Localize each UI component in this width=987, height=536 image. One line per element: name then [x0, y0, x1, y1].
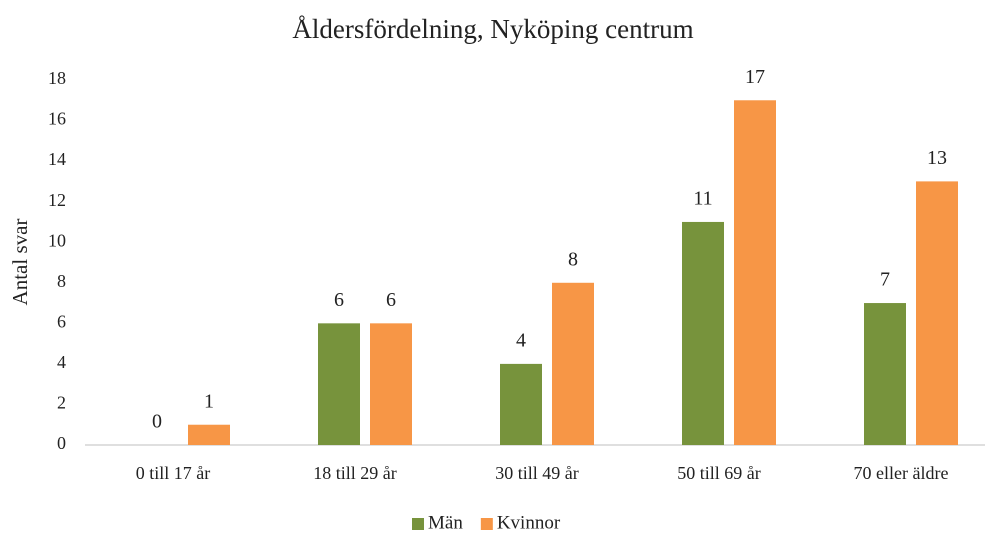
chart-title: Åldersfördelning, Nyköping centrum	[292, 14, 693, 44]
bar	[916, 181, 958, 445]
y-tick-label: 0	[57, 433, 66, 453]
data-label: 1	[204, 390, 214, 412]
y-tick-label: 10	[48, 230, 66, 250]
data-label: 7	[880, 269, 890, 291]
bar	[552, 282, 594, 445]
y-tick-label: 18	[48, 68, 66, 88]
data-label: 6	[386, 289, 396, 311]
y-tick-label: 12	[48, 190, 66, 210]
data-label: 6	[334, 289, 344, 311]
data-label: 8	[568, 248, 578, 270]
x-tick-label: 50 till 69 år	[677, 463, 761, 483]
y-tick-label: 16	[48, 109, 66, 129]
bar	[864, 303, 906, 445]
bar	[318, 323, 360, 445]
y-axis-label: Antal svar	[8, 219, 32, 306]
x-tick-label: 70 eller äldre	[854, 463, 949, 483]
y-tick-label: 4	[57, 352, 66, 372]
data-label: 4	[516, 329, 526, 351]
y-tick-label: 14	[48, 149, 66, 169]
bar	[500, 363, 542, 445]
bar	[682, 221, 724, 445]
data-label: 17	[745, 66, 765, 88]
y-tick-label: 2	[57, 393, 66, 413]
data-label: 0	[152, 411, 162, 433]
legend-label: Män	[428, 512, 463, 533]
bar	[370, 323, 412, 445]
legend-label: Kvinnor	[497, 512, 561, 533]
x-tick-label: 0 till 17 år	[136, 463, 211, 483]
data-label: 11	[693, 188, 712, 210]
legend-swatch	[480, 518, 493, 530]
legend-swatch	[412, 518, 424, 530]
bar	[734, 100, 776, 446]
y-tick-label: 6	[57, 311, 66, 331]
x-tick-label: 18 till 29 år	[313, 463, 397, 483]
y-tick-label: 8	[57, 271, 66, 291]
x-tick-label: 30 till 49 år	[495, 463, 579, 483]
bar	[188, 424, 230, 445]
data-label: 13	[927, 147, 947, 169]
